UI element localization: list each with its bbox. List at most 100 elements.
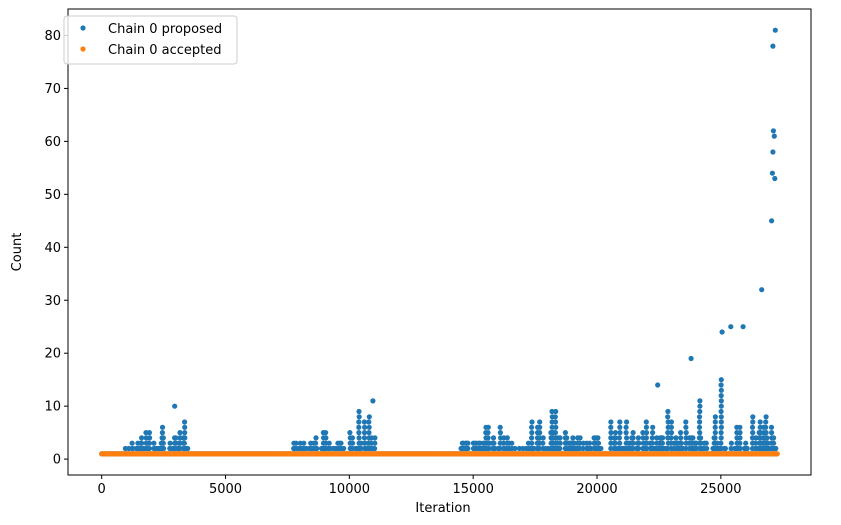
proposed-point — [356, 435, 362, 441]
proposed-point — [759, 287, 765, 293]
proposed-point — [356, 430, 362, 436]
proposed-point — [643, 419, 649, 425]
y-axis: 0 10 20 30 40 50 60 70 80 — [44, 29, 68, 468]
proposed-point — [693, 440, 699, 446]
proposed-point — [770, 43, 776, 49]
x-tick-label: 5000 — [209, 482, 242, 497]
proposed-point — [146, 445, 152, 452]
proposed-point — [608, 435, 614, 441]
x-tick-label: 15000 — [453, 482, 494, 497]
x-axis: 0 5000 10000 15000 20000 25000 — [98, 475, 742, 497]
proposed-point — [562, 430, 569, 436]
proposed-point — [773, 445, 779, 452]
proposed-point — [356, 408, 362, 415]
proposed-point — [683, 419, 689, 425]
proposed-point — [580, 445, 586, 452]
proposed-point — [635, 435, 642, 441]
proposed-point — [718, 398, 724, 404]
accepted-point — [774, 451, 780, 457]
legend-box — [63, 15, 238, 65]
proposed-point — [341, 445, 347, 452]
proposed-point — [749, 424, 756, 430]
proposed-point — [768, 424, 775, 430]
proposed-point — [497, 430, 503, 436]
legend: Chain 0 proposed Chain 0 accepted — [63, 15, 238, 65]
proposed-point — [718, 424, 725, 430]
proposed-point — [643, 430, 650, 436]
proposed-point — [552, 419, 559, 425]
proposed-point — [172, 403, 178, 409]
y-tick-label: 10 — [44, 400, 61, 415]
proposed-point — [624, 419, 630, 425]
proposed-point — [181, 440, 187, 446]
proposed-point — [465, 440, 471, 446]
proposed-point — [737, 445, 743, 452]
proposed-point — [361, 419, 367, 425]
proposed-point — [683, 424, 689, 430]
proposed-point — [769, 218, 775, 224]
accepted-points — [99, 451, 780, 457]
y-tick-label: 50 — [44, 188, 61, 203]
proposed-point — [712, 414, 719, 420]
proposed-point — [540, 440, 546, 446]
proposed-point — [696, 424, 703, 430]
proposed-point — [323, 430, 329, 436]
proposed-point — [529, 435, 535, 441]
proposed-point — [770, 128, 777, 134]
proposed-point — [557, 445, 563, 452]
proposed-point — [704, 445, 710, 452]
proposed-point — [147, 435, 153, 441]
proposed-point — [595, 440, 602, 446]
proposed-point — [769, 430, 775, 436]
proposed-point — [577, 435, 583, 441]
legend-label-accepted: Chain 0 accepted — [108, 43, 222, 58]
proposed-point — [616, 435, 623, 441]
proposed-point — [764, 435, 770, 441]
proposed-point — [159, 430, 165, 436]
proposed-point — [697, 430, 703, 436]
proposed-point — [771, 435, 777, 441]
proposed-point — [537, 424, 543, 430]
proposed-point — [509, 440, 515, 446]
proposed-point — [683, 445, 689, 452]
proposed-point — [612, 435, 619, 441]
proposed-point — [743, 440, 749, 446]
proposed-point — [678, 435, 684, 441]
y-tick-label: 20 — [44, 347, 61, 362]
proposed-point — [696, 414, 703, 420]
proposed-point — [718, 408, 724, 415]
proposed-point — [718, 419, 724, 425]
proposed-point — [465, 445, 471, 452]
proposed-point — [529, 424, 535, 430]
proposed-point — [497, 424, 503, 430]
proposed-point — [536, 445, 543, 452]
proposed-point — [608, 430, 614, 436]
proposed-point — [728, 440, 735, 446]
proposed-point — [608, 424, 614, 430]
proposed-point — [655, 382, 661, 388]
proposed-point — [697, 398, 703, 404]
proposed-point — [139, 440, 145, 446]
proposed-point — [358, 440, 364, 446]
proposed-point — [491, 440, 497, 446]
proposed-point — [182, 435, 188, 441]
proposed-point — [624, 435, 630, 441]
y-tick-label: 0 — [53, 453, 61, 468]
y-tick-label: 40 — [44, 241, 61, 256]
proposed-point — [763, 414, 769, 420]
proposed-point — [326, 440, 332, 446]
proposed-point — [529, 440, 535, 446]
proposed-point — [698, 435, 704, 441]
proposed-point — [139, 435, 145, 441]
proposed-point — [366, 430, 372, 436]
proposed-point — [349, 435, 355, 441]
proposed-point — [358, 445, 364, 452]
proposed-point — [757, 419, 763, 425]
proposed-point — [718, 440, 724, 446]
proposed-point — [712, 430, 718, 436]
proposed-point — [553, 408, 559, 415]
proposed-point — [697, 408, 703, 415]
proposed-point — [537, 430, 543, 436]
proposed-point — [161, 445, 167, 452]
